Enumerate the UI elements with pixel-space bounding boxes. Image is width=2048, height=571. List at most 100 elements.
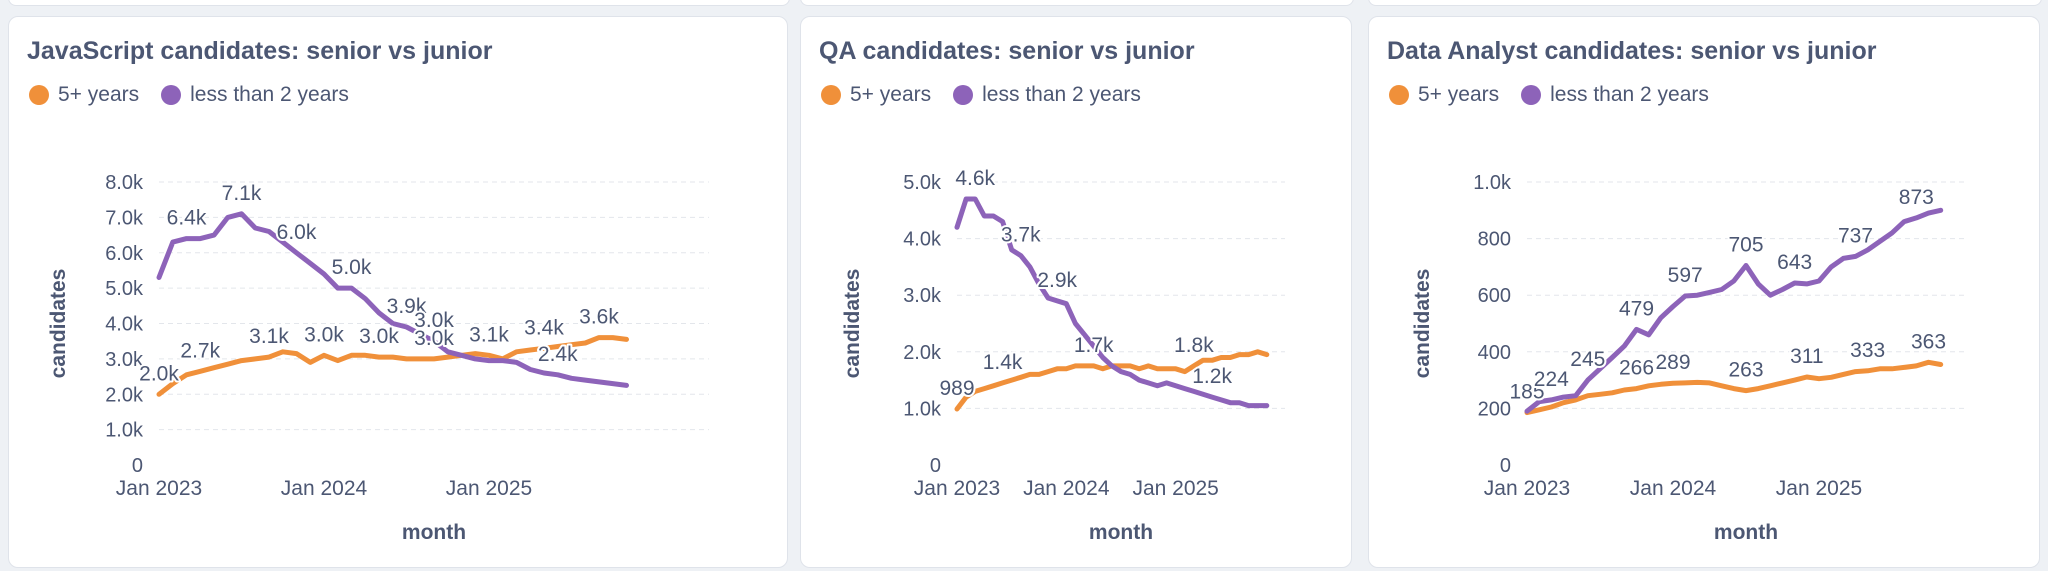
y-tick-label: 6.0k	[105, 243, 144, 265]
series-line-junior[interactable]	[1524, 207, 1944, 414]
data-label-senior: 3.1k	[249, 325, 289, 348]
data-label-junior: 643	[1777, 251, 1812, 274]
data-label-junior: 3.9k	[387, 295, 427, 318]
x-tick-label: Jan 2023	[116, 477, 202, 500]
data-label-senior: 2.0k	[139, 362, 179, 385]
series-line-junior[interactable]	[954, 196, 1270, 409]
top-card-2	[800, 0, 1354, 6]
data-label-senior: 3.4k	[524, 316, 564, 339]
data-label-junior: 5.0k	[332, 256, 372, 279]
y-axis-label: candidates	[1411, 269, 1434, 379]
y-tick-label: 2.0k	[903, 342, 942, 364]
x-tick-label: Jan 2025	[1132, 477, 1218, 500]
legend-item-senior[interactable]: 5+ years	[1389, 83, 1499, 107]
data-label-senior: 333	[1850, 339, 1885, 362]
data-label-senior: 3.6k	[579, 306, 619, 329]
legend-item-senior[interactable]: 5+ years	[29, 83, 139, 107]
data-label-junior: 737	[1838, 224, 1873, 247]
legend-dot-junior	[953, 85, 974, 105]
data-label-senior: 3.0k	[414, 327, 454, 350]
top-card-3	[1368, 0, 2042, 6]
data-label-junior: 6.0k	[277, 221, 317, 244]
data-label-senior: 266	[1619, 357, 1654, 380]
y-tick-label: 0	[930, 455, 941, 477]
series-line-junior[interactable]	[156, 211, 629, 388]
legend: 5+ years less than 2 years	[821, 83, 1163, 107]
legend-dot-senior	[1389, 85, 1409, 105]
top-card-1	[8, 0, 790, 6]
data-label-senior: 1.4k	[983, 351, 1023, 374]
data-label-junior: 1.2k	[1192, 365, 1232, 388]
legend-dot-junior	[1521, 85, 1542, 105]
x-tick-label: Jan 2025	[446, 477, 532, 500]
chart-title[interactable]: JavaScript candidates: senior vs junior	[27, 37, 493, 65]
y-tick-label: 3.0k	[105, 349, 144, 371]
data-label-senior: 989	[939, 377, 974, 400]
y-tick-label: 2.0k	[105, 384, 144, 406]
legend-item-senior[interactable]: 5+ years	[821, 83, 931, 107]
y-tick-label: 400	[1478, 342, 1511, 364]
legend-item-junior[interactable]: less than 2 years	[953, 83, 1141, 107]
chart-title[interactable]: Data Analyst candidates: senior vs junio…	[1387, 37, 1877, 65]
x-axis-label: month	[1714, 521, 1778, 544]
data-label-junior: 3.0k	[414, 309, 454, 332]
y-tick-label: 600	[1478, 285, 1511, 307]
x-axis-label: month	[1089, 521, 1153, 544]
x-axis-label: month	[402, 521, 466, 544]
data-label-junior: 873	[1899, 186, 1934, 209]
y-tick-label: 1.0k	[903, 398, 942, 420]
data-analyst-chart: 0 200 400 600 800 1.0k Jan 2023 Jan 2024 Jan 202…	[1411, 172, 1965, 544]
data-label-junior: 2.9k	[1037, 269, 1077, 292]
y-tick-label: 3.0k	[903, 285, 942, 307]
legend-label-senior: 5+ years	[1418, 83, 1500, 106]
y-tick-label: 4.0k	[105, 314, 144, 336]
legend-dot-senior	[29, 85, 49, 105]
y-tick-label: 1.0k	[1473, 172, 1512, 194]
data-label-senior: 1.8k	[1174, 334, 1214, 357]
data-label-junior: 479	[1619, 297, 1654, 320]
data-label-senior: 3.0k	[304, 323, 344, 346]
data-label-junior: 245	[1570, 348, 1605, 371]
y-tick-label: 7.0k	[105, 207, 144, 229]
y-tick-label: 1.0k	[105, 420, 144, 442]
data-analyst-chart-card[interactable]: Data Analyst candidates: senior vs junio…	[1368, 16, 2040, 568]
data-label-senior: 363	[1911, 330, 1946, 353]
y-tick-label: 4.0k	[903, 229, 942, 251]
x-tick-label: Jan 2024	[1630, 477, 1717, 500]
y-tick-label: 200	[1478, 398, 1511, 420]
chart-title[interactable]: QA candidates: senior vs junior	[819, 37, 1195, 65]
data-label-junior: 4.6k	[955, 167, 995, 190]
x-tick-label: Jan 2024	[1023, 477, 1110, 500]
x-tick-label: Jan 2024	[281, 477, 368, 500]
legend-item-junior[interactable]: less than 2 years	[1521, 83, 1709, 107]
x-tick-label: Jan 2023	[1484, 477, 1570, 500]
legend-label-senior: 5+ years	[850, 83, 932, 106]
series-line-senior[interactable]	[156, 335, 629, 397]
qa-chart-card[interactable]: QA candidates: senior vs junior 5+ years…	[800, 16, 1352, 568]
data-label-senior: 1.7k	[1074, 334, 1114, 357]
legend-label-senior: 5+ years	[58, 83, 140, 106]
data-label-senior: 311	[1790, 345, 1823, 368]
legend-dot-senior	[821, 85, 841, 105]
y-axis-label: candidates	[841, 269, 864, 379]
legend-item-junior[interactable]: less than 2 years	[161, 83, 349, 107]
y-axis-label: candidates	[47, 269, 70, 379]
data-label-senior: 263	[1728, 359, 1763, 382]
data-label-senior: 289	[1655, 351, 1690, 374]
legend-label-junior: less than 2 years	[190, 83, 349, 106]
y-tick-label: 5.0k	[903, 172, 942, 194]
y-tick-label: 5.0k	[105, 278, 144, 300]
legend-label-junior: less than 2 years	[982, 83, 1141, 106]
y-tick-label: 8.0k	[105, 172, 144, 194]
qa-chart: 0 1.0k 2.0k 3.0k 4.0k 5.0k Jan 2023 Jan 2024 Jan…	[841, 165, 1285, 544]
data-label-junior: 2.4k	[538, 343, 578, 366]
y-tick-label: 800	[1478, 229, 1511, 251]
legend: 5+ years less than 2 years	[29, 83, 371, 107]
data-label-junior: 224	[1534, 368, 1569, 391]
data-label-senior: 3.1k	[469, 323, 509, 346]
legend: 5+ years less than 2 years	[1389, 83, 1731, 107]
legend-label-junior: less than 2 years	[1550, 83, 1709, 106]
javascript-chart-card[interactable]: JavaScript candidates: senior vs junior …	[8, 16, 788, 568]
series-line-senior[interactable]	[1524, 359, 1944, 416]
